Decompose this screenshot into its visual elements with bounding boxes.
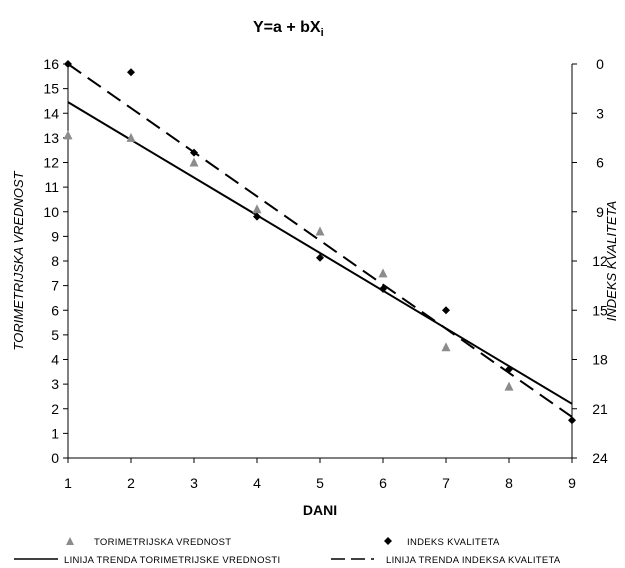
y2-tick-label: 0 xyxy=(596,56,604,72)
y2-tick-label: 9 xyxy=(596,204,604,220)
legend-triangle-marker-icon xyxy=(66,537,74,545)
x-axis-ticks: 1 2 3 4 5 6 7 8 9 xyxy=(64,458,576,491)
y-tick-label: 12 xyxy=(43,155,59,171)
torimetrijska-point xyxy=(126,132,136,142)
legend-label-torimetrijska: TORIMETRIJSKA VREDNOST xyxy=(94,537,231,548)
y-tick-label: 1 xyxy=(51,425,59,441)
legend-label-indeks: INDEKS KVALITETA xyxy=(407,537,500,548)
y-tick-label: 6 xyxy=(51,302,59,318)
x-axis-label: DANI xyxy=(303,502,337,518)
torimetrijska-point xyxy=(189,157,199,167)
indeks-point xyxy=(316,253,324,262)
y2-tick-label: 6 xyxy=(596,155,604,171)
y-tick-label: 0 xyxy=(51,450,59,466)
torimetrijska-point xyxy=(252,204,262,214)
y-tick-label: 16 xyxy=(43,56,59,72)
data-points xyxy=(63,60,576,425)
y2-tick-label: 3 xyxy=(596,105,604,121)
torimetrijska-point xyxy=(63,130,73,140)
legend: TORIMETRIJSKA VREDNOST INDEKS KVALITETA … xyxy=(14,537,561,566)
legend-label-trend-indeksa: LINIJA TRENDA INDEKSA KVALITETA xyxy=(386,555,561,566)
x-tick-label: 4 xyxy=(253,475,261,491)
indeks-point xyxy=(127,68,135,77)
y-tick-label: 3 xyxy=(51,376,59,392)
indeks-point xyxy=(442,306,450,315)
y-tick-label: 4 xyxy=(51,352,59,368)
indeks-point xyxy=(505,365,513,374)
legend-label-trend-torimetrijske: LINIJA TRENDA TORIMETRIJSKE VREDNOSTI xyxy=(64,555,280,566)
y-tick-label: 2 xyxy=(51,401,59,417)
y-tick-label: 5 xyxy=(51,327,59,343)
y2-tick-label: 24 xyxy=(592,450,608,466)
y2-tick-label: 18 xyxy=(592,352,608,368)
x-tick-label: 7 xyxy=(442,475,450,491)
y2-axis-ticks: 0 3 6 9 12 15 18 21 24 xyxy=(572,56,608,466)
indeks-point xyxy=(253,212,261,221)
indeks-point xyxy=(64,60,72,68)
indeks-point xyxy=(379,284,387,293)
trendline-torimetrijska-vrednost xyxy=(67,101,573,405)
y-tick-label: 13 xyxy=(43,130,59,146)
y-tick-label: 14 xyxy=(43,105,59,121)
indeks-point xyxy=(568,416,576,425)
torimetrijska-point xyxy=(315,226,325,236)
x-tick-label: 8 xyxy=(505,475,513,491)
y2-tick-label: 15 xyxy=(592,302,608,318)
y2-tick-label: 12 xyxy=(592,253,608,269)
torimetrijska-point xyxy=(378,268,388,278)
y-tick-label: 15 xyxy=(43,81,59,97)
y-tick-label: 7 xyxy=(51,278,59,294)
y2-tick-label: 21 xyxy=(592,401,608,417)
y2-axis-label: INDEKS KVALITETA xyxy=(604,201,619,321)
y-tick-label: 11 xyxy=(44,179,59,195)
indeks-point xyxy=(190,148,198,157)
x-tick-label: 5 xyxy=(316,475,324,491)
torimetrijska-point xyxy=(441,342,451,352)
y-tick-label: 8 xyxy=(51,253,59,269)
legend-diamond-marker-icon xyxy=(384,537,392,545)
x-tick-label: 9 xyxy=(568,475,576,491)
x-tick-label: 2 xyxy=(127,475,135,491)
y-axis-label: TORIMETRIJSKA VREDNOST xyxy=(11,170,26,350)
x-tick-label: 1 xyxy=(64,475,72,491)
chart-title: Y=a + bXi xyxy=(253,19,324,39)
y-tick-label: 10 xyxy=(43,204,59,220)
x-tick-label: 6 xyxy=(379,475,387,491)
torimetrijska-point xyxy=(504,381,514,391)
trendlines xyxy=(67,63,573,418)
x-tick-label: 3 xyxy=(190,475,198,491)
trendline-indeks-kvaliteta xyxy=(67,63,573,418)
y-tick-label: 9 xyxy=(51,228,59,244)
